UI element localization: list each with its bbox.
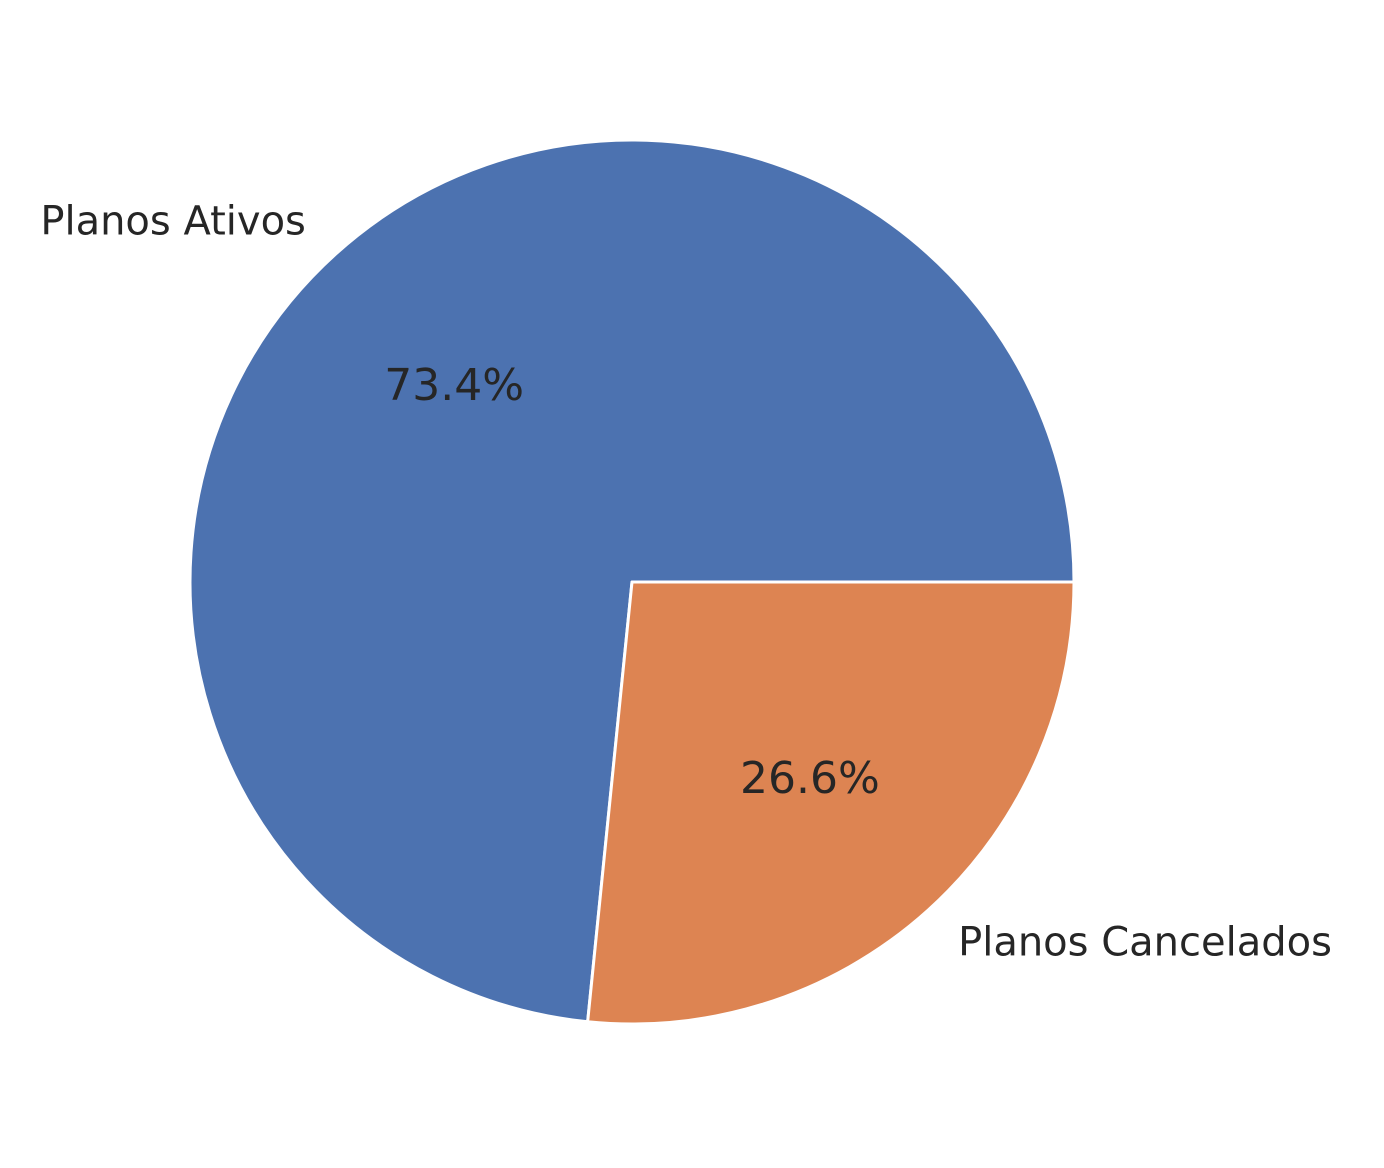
pie-labels: 73.4% Planos Ativos 26.6% Planos Cancelados — [40, 198, 1332, 965]
pie-percent-label-planos-cancelados: 26.6% — [740, 753, 880, 804]
pie-slice-planos-cancelados — [586, 580, 1076, 1026]
pie-category-label-planos-ativos: Planos Ativos — [40, 198, 306, 244]
pie-slices — [188, 138, 1076, 1026]
pie-category-label-planos-cancelados: Planos Cancelados — [958, 920, 1332, 966]
pie-percent-label-planos-ativos: 73.4% — [384, 360, 524, 411]
